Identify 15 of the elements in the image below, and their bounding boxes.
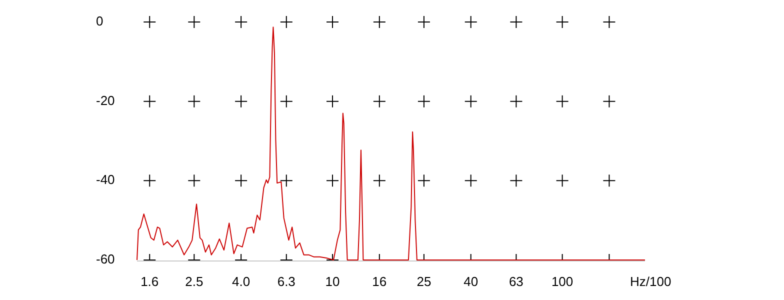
x-tick-label: 1.6 [140, 274, 159, 289]
x-tick-label: 4.0 [232, 274, 250, 289]
x-tick-label: 100 [551, 274, 574, 289]
x-tick-label: 10 [325, 274, 340, 289]
x-tick-label: 40 [464, 274, 478, 289]
y-tick-label: -40 [96, 172, 115, 188]
x-tick-label: 25 [416, 274, 432, 289]
x-tick-label: 2.5 [185, 274, 204, 289]
y-tick-label: -20 [96, 92, 115, 108]
y-tick-label: 0 [96, 13, 104, 28]
x-tick-label: 16 [372, 274, 387, 289]
x-tick-label: 6.3 [277, 274, 296, 289]
y-tick-label: -60 [96, 251, 115, 266]
x-axis-title: Hz/100 [630, 274, 672, 289]
x-tick-label: 63 [508, 274, 524, 289]
